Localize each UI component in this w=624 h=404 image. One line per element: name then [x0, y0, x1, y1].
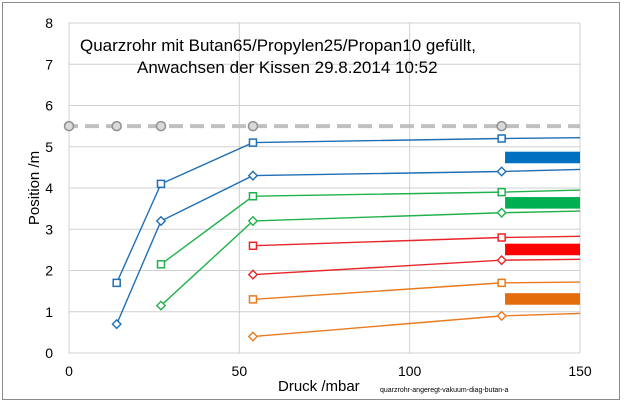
reference-point: [247, 120, 259, 132]
y-tick-label: 8: [45, 15, 53, 31]
series-line-green-lower: [160, 210, 581, 307]
data-point-square: [497, 233, 506, 242]
series-line-red-lower: [252, 258, 581, 276]
data-point-square: [497, 134, 506, 143]
data-point-diamond: [247, 331, 259, 342]
data-point-diamond: [496, 254, 507, 266]
data-point-diamond: [247, 170, 259, 181]
y-tick-label: 4: [45, 180, 53, 196]
data-point-diamond: [496, 166, 507, 177]
data-point-square: [248, 192, 258, 201]
series-line-green-upper: [160, 189, 581, 265]
reference-point: [111, 120, 122, 132]
data-point-square: [248, 138, 258, 147]
data-point-square: [248, 295, 258, 304]
y-tick-label: 0: [45, 345, 53, 361]
chart-title-line2: Anwachsen der Kissen 29.8.2014 10:52: [137, 58, 438, 77]
reference-point: [63, 120, 75, 132]
data-point-square: [156, 260, 166, 269]
y-axis-title: Position /m: [26, 151, 43, 225]
reference-point: [155, 120, 167, 132]
data-point-square: [112, 278, 121, 288]
data-point-square: [497, 187, 506, 197]
data-point-diamond: [155, 215, 167, 227]
footnote: quarzrohr-angeregt-vakuum-diag-butan-a: [380, 387, 509, 394]
y-tick-label: 2: [45, 263, 53, 279]
x-tick-label: 0: [65, 363, 73, 379]
y-tick-label: 1: [45, 304, 53, 320]
red-band: [505, 243, 580, 256]
x-tick-label: 50: [232, 363, 248, 379]
data-point-square: [156, 179, 166, 189]
orange-band: [505, 293, 580, 305]
data-point-diamond: [111, 318, 122, 330]
x-tick-label: 150: [568, 363, 592, 379]
green-band: [505, 197, 580, 209]
data-point-diamond: [155, 300, 167, 311]
x-tick-label: 100: [398, 363, 422, 379]
data-point-diamond: [496, 310, 507, 322]
data-point-diamond: [496, 207, 507, 218]
data-point-diamond: [247, 215, 259, 227]
data-point-square: [497, 278, 506, 288]
x-axis-title: Druck /mbar: [278, 378, 360, 395]
y-tick-label: 5: [45, 139, 53, 155]
blue-band: [505, 151, 580, 164]
y-tick-label: 7: [45, 56, 53, 72]
data-point-diamond: [247, 269, 259, 280]
chart-title-line1: Quarzrohr mit Butan65/Propylen25/Propan1…: [80, 36, 476, 55]
reference-point: [496, 120, 507, 132]
series-line-orange-lower: [252, 312, 581, 338]
y-tick-label: 3: [45, 221, 53, 237]
data-point-square: [248, 241, 258, 250]
y-tick-label: 6: [45, 98, 53, 114]
